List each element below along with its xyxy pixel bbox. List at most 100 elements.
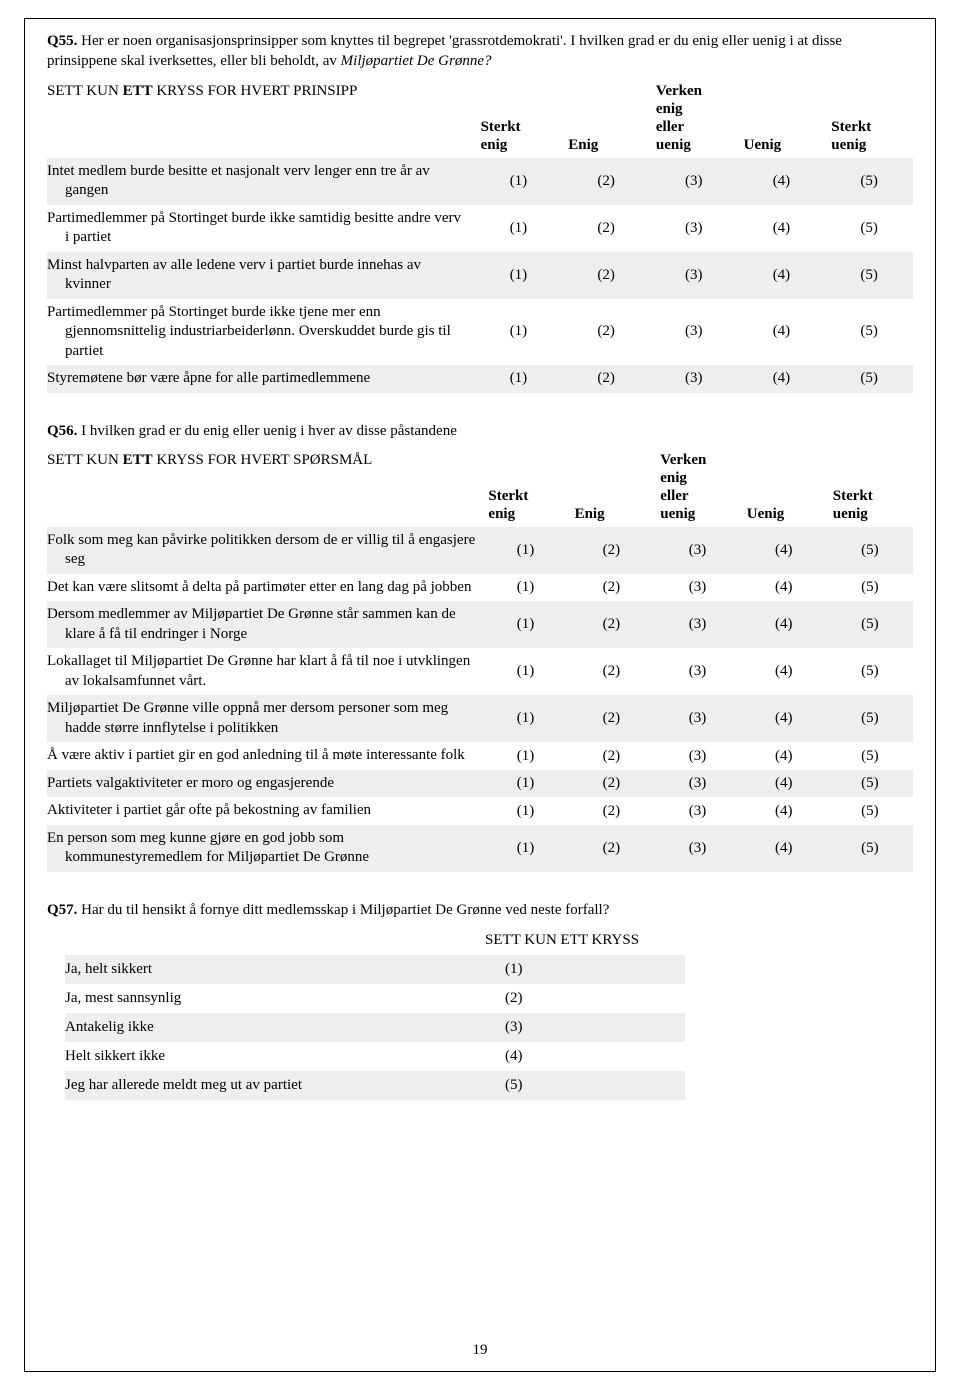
likert-cell[interactable]: (3) [654, 770, 740, 798]
table-row: Minst halvparten av alle ledene verv i p… [47, 252, 913, 299]
q57-row-0-label: Ja, helt sikkert [65, 955, 485, 984]
likert-cell[interactable]: (3) [654, 574, 740, 602]
likert-cell[interactable]: (5) [825, 205, 913, 252]
table-row: Å være aktiv i partiet gir en god anledn… [47, 742, 913, 770]
q57-header: SETT KUN ETT KRYSS [485, 926, 685, 955]
page-number: 19 [25, 1342, 935, 1359]
q55-table: SETT KUN ETT KRYSS FOR HVERT PRINSIPP St… [47, 78, 913, 393]
likert-cell[interactable]: (1) [482, 770, 568, 798]
q56-row-1: Det kan være slitsomt å delta på partimø… [47, 574, 482, 602]
q57-row-1-val[interactable]: (2) [485, 984, 685, 1013]
likert-cell[interactable]: (4) [741, 574, 827, 602]
likert-cell[interactable]: (3) [650, 365, 738, 393]
likert-cell[interactable]: (3) [654, 742, 740, 770]
likert-cell[interactable]: (5) [827, 770, 913, 798]
likert-cell[interactable]: (4) [738, 252, 826, 299]
likert-cell[interactable]: (2) [569, 825, 655, 872]
likert-cell[interactable]: (5) [825, 158, 913, 205]
q56-col-4: Sterktuenig [827, 447, 913, 527]
q56-col-3: Uenig [741, 447, 827, 527]
likert-cell[interactable]: (2) [569, 648, 655, 695]
likert-cell[interactable]: (5) [827, 601, 913, 648]
likert-cell[interactable]: (3) [650, 158, 738, 205]
likert-cell[interactable]: (2) [562, 158, 650, 205]
likert-cell[interactable]: (5) [827, 825, 913, 872]
likert-cell[interactable]: (5) [825, 299, 913, 366]
q56-row-7: Aktiviteter i partiet går ofte på bekost… [47, 797, 482, 825]
likert-cell[interactable]: (2) [569, 797, 655, 825]
q57-number: Q57. [47, 902, 77, 918]
likert-cell[interactable]: (4) [741, 797, 827, 825]
likert-cell[interactable]: (1) [482, 648, 568, 695]
likert-cell[interactable]: (4) [738, 205, 826, 252]
likert-cell[interactable]: (1) [475, 299, 563, 366]
likert-cell[interactable]: (4) [741, 742, 827, 770]
likert-cell[interactable]: (5) [827, 742, 913, 770]
likert-cell[interactable]: (2) [562, 252, 650, 299]
likert-cell[interactable]: (1) [482, 825, 568, 872]
likert-cell[interactable]: (1) [475, 252, 563, 299]
likert-cell[interactable]: (2) [569, 770, 655, 798]
likert-cell[interactable]: (5) [827, 648, 913, 695]
likert-cell[interactable]: (2) [569, 574, 655, 602]
likert-cell[interactable]: (5) [827, 574, 913, 602]
likert-cell[interactable]: (1) [482, 797, 568, 825]
q56-row-6: Partiets valgaktiviteter er moro og enga… [47, 770, 482, 798]
q57-header-row: SETT KUN ETT KRYSS [65, 926, 685, 955]
likert-cell[interactable]: (3) [650, 252, 738, 299]
likert-cell[interactable]: (4) [738, 365, 826, 393]
q57-row-4-val[interactable]: (5) [485, 1071, 685, 1100]
likert-cell[interactable]: (5) [825, 252, 913, 299]
likert-cell[interactable]: (3) [654, 695, 740, 742]
q57-row-2-label: Antakelig ikke [65, 1013, 485, 1042]
likert-cell[interactable]: (4) [741, 601, 827, 648]
likert-cell[interactable]: (5) [827, 527, 913, 574]
likert-cell[interactable]: (2) [569, 527, 655, 574]
likert-cell[interactable]: (3) [654, 601, 740, 648]
likert-cell[interactable]: (2) [569, 742, 655, 770]
likert-cell[interactable]: (2) [562, 365, 650, 393]
likert-cell[interactable]: (3) [650, 299, 738, 366]
q57-title: Q57. Har du til hensikt å fornye ditt me… [47, 900, 913, 920]
likert-cell[interactable]: (1) [475, 158, 563, 205]
likert-cell[interactable]: (3) [654, 825, 740, 872]
likert-cell[interactable]: (1) [482, 527, 568, 574]
likert-cell[interactable]: (4) [741, 770, 827, 798]
likert-cell[interactable]: (1) [475, 205, 563, 252]
q57-row-0-val[interactable]: (1) [485, 955, 685, 984]
likert-cell[interactable]: (1) [475, 365, 563, 393]
likert-cell[interactable]: (5) [827, 695, 913, 742]
q55-col-4: Sterktuenig [825, 78, 913, 158]
likert-cell[interactable]: (2) [569, 695, 655, 742]
likert-cell[interactable]: (3) [654, 648, 740, 695]
q57-row-3-val[interactable]: (4) [485, 1042, 685, 1071]
likert-cell[interactable]: (1) [482, 742, 568, 770]
likert-cell[interactable]: (1) [482, 601, 568, 648]
q55-row-0: Intet medlem burde besitte et nasjonalt … [47, 158, 475, 205]
q56-table: SETT KUN ETT KRYSS FOR HVERT SPØRSMÅL St… [47, 447, 913, 872]
likert-cell[interactable]: (4) [741, 527, 827, 574]
likert-cell[interactable]: (2) [562, 205, 650, 252]
likert-cell[interactable]: (3) [654, 527, 740, 574]
likert-cell[interactable]: (4) [741, 648, 827, 695]
likert-cell[interactable]: (4) [741, 825, 827, 872]
q56-number: Q56. [47, 423, 77, 439]
likert-cell[interactable]: (2) [562, 299, 650, 366]
q57-row-2-val[interactable]: (3) [485, 1013, 685, 1042]
likert-cell[interactable]: (5) [825, 365, 913, 393]
likert-cell[interactable]: (1) [482, 695, 568, 742]
table-row: Lokallaget til Miljøpartiet De Grønne ha… [47, 648, 913, 695]
likert-cell[interactable]: (3) [654, 797, 740, 825]
table-row: Det kan være slitsomt å delta på partimø… [47, 574, 913, 602]
q55-block: Q55. Her er noen organisasjonsprinsipper… [47, 31, 913, 393]
likert-cell[interactable]: (4) [738, 158, 826, 205]
likert-cell[interactable]: (3) [650, 205, 738, 252]
table-row: Antakelig ikke (3) [65, 1013, 685, 1042]
likert-cell[interactable]: (5) [827, 797, 913, 825]
table-row: Partimedlemmer på Stortinget burde ikke … [47, 205, 913, 252]
q57-row-3-label: Helt sikkert ikke [65, 1042, 485, 1071]
likert-cell[interactable]: (4) [741, 695, 827, 742]
likert-cell[interactable]: (4) [738, 299, 826, 366]
likert-cell[interactable]: (2) [569, 601, 655, 648]
likert-cell[interactable]: (1) [482, 574, 568, 602]
